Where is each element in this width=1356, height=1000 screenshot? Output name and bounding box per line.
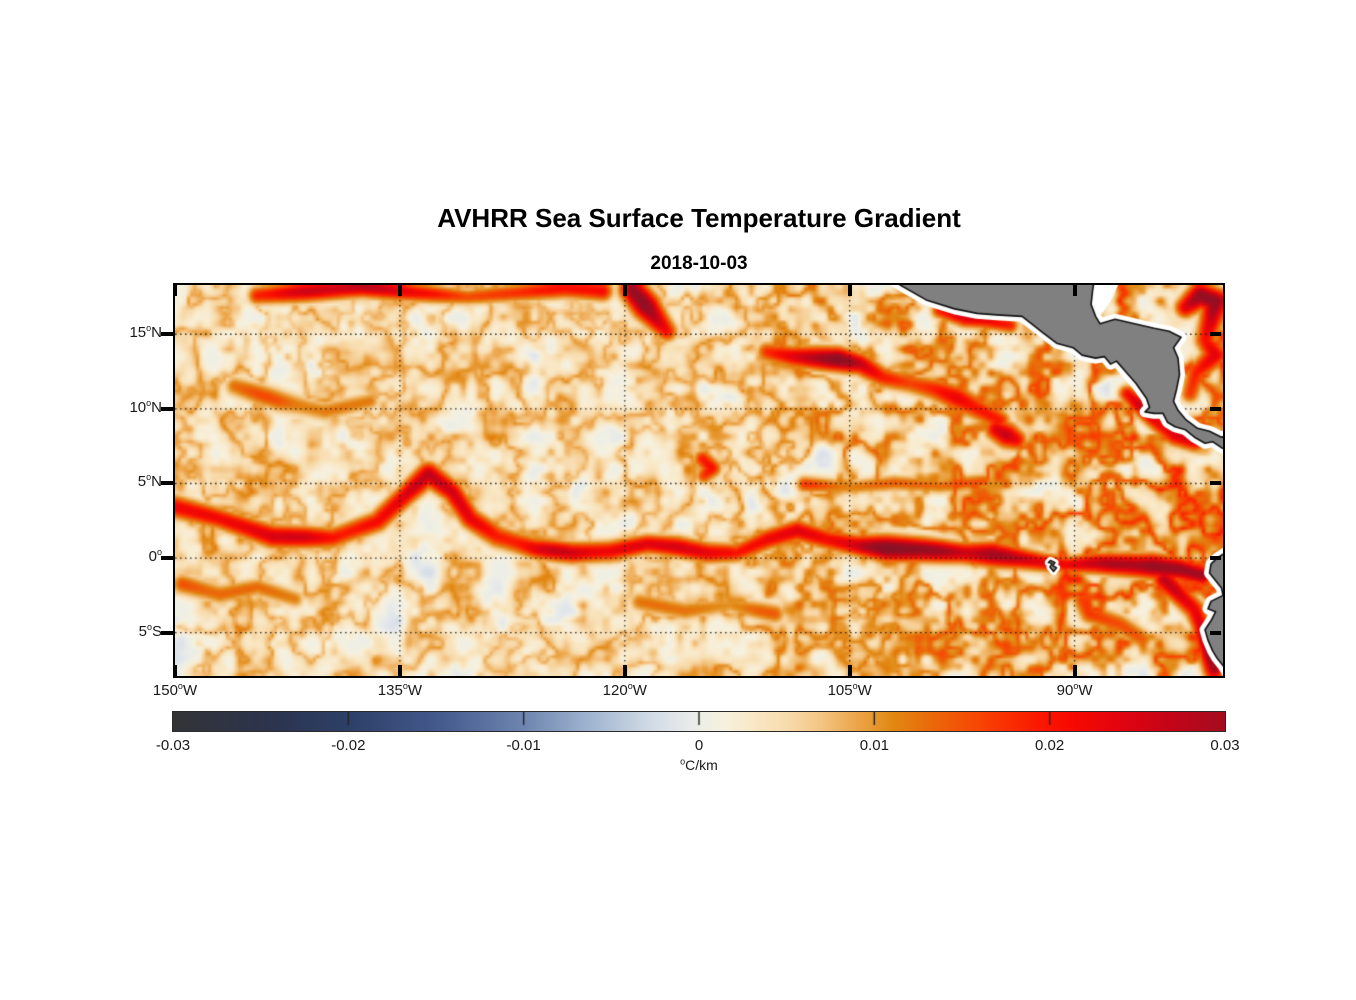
- x-tick-mark: [622, 665, 627, 676]
- x-tick-mark-top: [397, 285, 402, 296]
- x-tick-mark: [173, 665, 177, 676]
- x-tick-label: 150oW: [152, 681, 198, 700]
- y-tick-mark: [161, 332, 175, 337]
- colorbar-box: [172, 711, 1226, 732]
- y-tick-label: 10oN: [129, 397, 162, 416]
- y-tick-label: 5oN: [137, 472, 162, 491]
- y-tick-mark-right: [1210, 630, 1221, 635]
- colorbar-tick-label: 0.01: [859, 737, 889, 754]
- chart-title: AVHRR Sea Surface Temperature Gradient: [437, 203, 961, 233]
- y-tick-mark: [161, 556, 175, 561]
- y-tick-mark-right: [1210, 556, 1221, 561]
- chart-date-subtitle: 2018-10-03: [650, 253, 748, 274]
- x-tick-label: 90oW: [1056, 681, 1093, 700]
- colorbar-tick-label: -0.03: [155, 737, 191, 754]
- colorbar-tick-label: 0.03: [1210, 737, 1240, 754]
- colorbar-canvas: [173, 712, 1225, 731]
- map-axes-box: [173, 283, 1225, 678]
- x-tick-label: 120oW: [602, 681, 647, 700]
- colorbar-tick-label: -0.02: [331, 737, 366, 754]
- y-tick-mark: [161, 406, 175, 411]
- y-tick-mark: [161, 481, 175, 486]
- x-tick-mark-top: [622, 285, 627, 296]
- y-tick-mark-right: [1210, 481, 1221, 486]
- y-tick-label: 5oS: [138, 621, 162, 640]
- x-tick-label: 135oW: [377, 681, 422, 700]
- x-tick-mark: [1072, 665, 1077, 676]
- y-tick-label: 0o: [148, 547, 162, 566]
- colorbar-tick-label: 0: [694, 737, 704, 754]
- y-tick-mark: [161, 630, 175, 635]
- x-tick-mark: [847, 665, 852, 676]
- x-tick-mark-top: [847, 285, 852, 296]
- y-tick-mark-right: [1210, 406, 1221, 411]
- colorbar-tick-label: -0.01: [506, 737, 541, 754]
- sst-gradient-map-canvas: [175, 285, 1223, 676]
- x-tick-mark-top: [1072, 285, 1077, 296]
- x-tick-label: 105oW: [827, 681, 872, 700]
- colorbar-tick-label: 0.02: [1035, 737, 1065, 754]
- x-tick-mark: [397, 665, 402, 676]
- y-tick-mark-right: [1210, 332, 1221, 337]
- x-tick-mark-top: [173, 285, 177, 296]
- y-tick-label: 15oN: [129, 323, 162, 342]
- colorbar-unit-label: oC/km: [680, 756, 718, 773]
